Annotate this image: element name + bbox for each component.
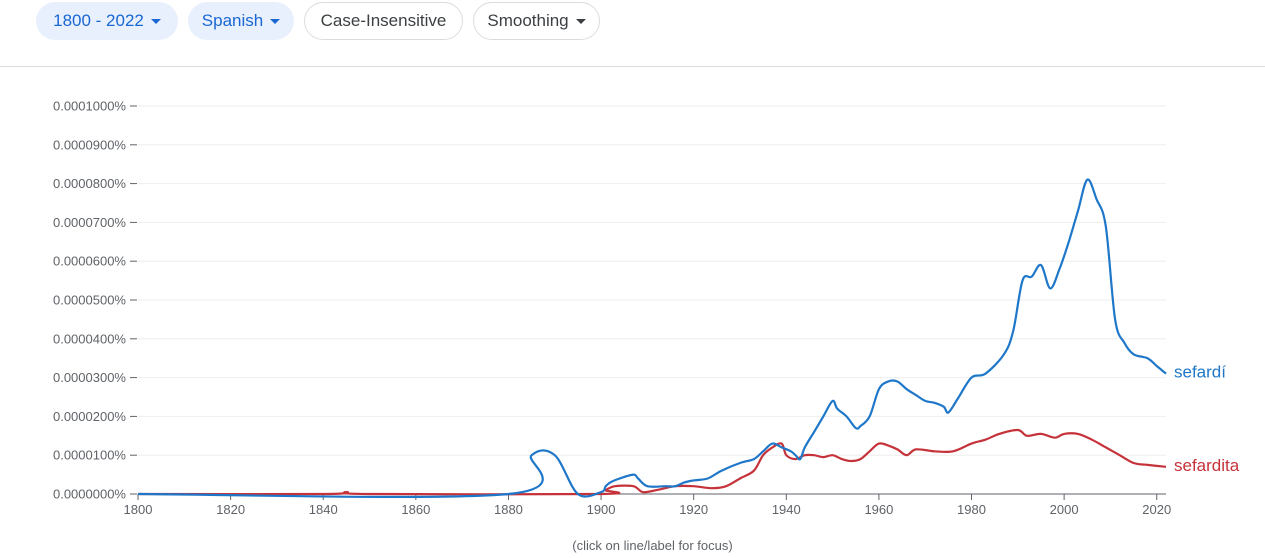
chevron-down-icon bbox=[150, 18, 161, 24]
y-tick-label: 0.0000600% bbox=[53, 254, 126, 269]
x-tick-label: 1800 bbox=[124, 502, 153, 517]
series-label-sefardi[interactable]: sefardí bbox=[1174, 363, 1226, 382]
series-line-sefardi[interactable] bbox=[137, 178, 1167, 498]
focus-hint: (click on line/label for focus) bbox=[572, 538, 733, 553]
y-tick-label: 0.0000000% bbox=[53, 487, 126, 502]
x-tick-label: 1960 bbox=[864, 502, 893, 517]
smoothing-dropdown[interactable]: Smoothing bbox=[473, 2, 600, 40]
chevron-down-icon bbox=[270, 18, 281, 24]
y-tick-label: 0.0000100% bbox=[53, 448, 126, 463]
series-line-sefardita[interactable] bbox=[137, 428, 1167, 496]
chevron-down-icon bbox=[575, 18, 586, 24]
y-tick-label: 0.0001000% bbox=[53, 99, 126, 114]
x-tick-label: 1920 bbox=[679, 502, 708, 517]
x-tick-label: 1940 bbox=[772, 502, 801, 517]
smoothing-label: Smoothing bbox=[487, 11, 569, 30]
year-range-dropdown[interactable]: 1800 - 2022 bbox=[36, 2, 178, 40]
x-tick-label: 1820 bbox=[216, 502, 245, 517]
y-tick-label: 0.0000900% bbox=[53, 137, 126, 152]
x-tick-label: 1900 bbox=[587, 502, 616, 517]
y-tick-label: 0.0000500% bbox=[53, 293, 126, 308]
x-tick-label: 1840 bbox=[309, 502, 338, 517]
y-tick-label: 0.0000200% bbox=[53, 409, 126, 424]
y-tick-label: 0.0000400% bbox=[53, 331, 126, 346]
y-tick-label: 0.0000300% bbox=[53, 370, 126, 385]
case-insensitive-label: Case-Insensitive bbox=[320, 11, 447, 30]
corpus-label: Spanish bbox=[201, 11, 264, 30]
y-tick-label: 0.0000700% bbox=[53, 215, 126, 230]
x-tick-label: 2020 bbox=[1142, 502, 1171, 517]
toolbar: 1800 - 2022 Spanish Case-Insensitive Smo… bbox=[0, 0, 1265, 67]
x-tick-label: 1980 bbox=[957, 502, 986, 517]
series-label-sefardita[interactable]: sefardita bbox=[1174, 456, 1240, 475]
corpus-dropdown[interactable]: Spanish bbox=[188, 2, 294, 40]
x-tick-label: 1860 bbox=[401, 502, 430, 517]
case-insensitive-toggle[interactable]: Case-Insensitive bbox=[304, 2, 463, 40]
x-tick-label: 2000 bbox=[1050, 502, 1079, 517]
ngram-chart: 0.0000000% 0.0000100% 0.0000200% 0.0000300%… bbox=[53, 99, 1240, 518]
y-tick-label: 0.0000800% bbox=[53, 176, 126, 191]
year-range-label: 1800 - 2022 bbox=[53, 11, 144, 30]
x-tick-label: 1880 bbox=[494, 502, 523, 517]
